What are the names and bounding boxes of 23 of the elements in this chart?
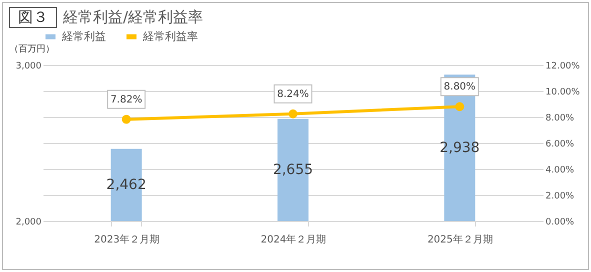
legend-label: 経常利益率	[142, 30, 198, 43]
y2-tick-label: 6.00%	[546, 140, 575, 150]
y-tick-label: 3,000	[16, 62, 42, 72]
point	[122, 114, 131, 124]
data-label: 2,655	[272, 162, 314, 178]
y2-tick-label: 4.00%	[546, 166, 575, 176]
data-label: 8.24%	[277, 88, 309, 100]
x-tick-label: 2023年２月期	[94, 234, 160, 246]
data-label: 8.80%	[444, 82, 476, 93]
data-label: 7.82%	[110, 94, 142, 106]
y2-tick-label: 2.00%	[546, 192, 575, 202]
y2-tick-label: 12.00%	[546, 62, 580, 72]
y-tick-label: 2,000	[16, 218, 42, 228]
point	[288, 109, 298, 118]
legend-label: 経常利益	[61, 30, 106, 43]
y2-tick-label: 10.00%	[546, 88, 580, 98]
y2-tick-label: 0.00%	[546, 218, 575, 228]
x-tick-label: 2024年２月期	[260, 234, 326, 246]
chart-title: 図３ 経常利益/経常利益率	[17, 7, 204, 28]
x-tick-label: 2025年２月期	[427, 234, 493, 246]
y2-tick-label: 8.00%	[546, 114, 575, 124]
point	[455, 102, 464, 112]
y-axis-title: （百万円）	[10, 44, 54, 54]
